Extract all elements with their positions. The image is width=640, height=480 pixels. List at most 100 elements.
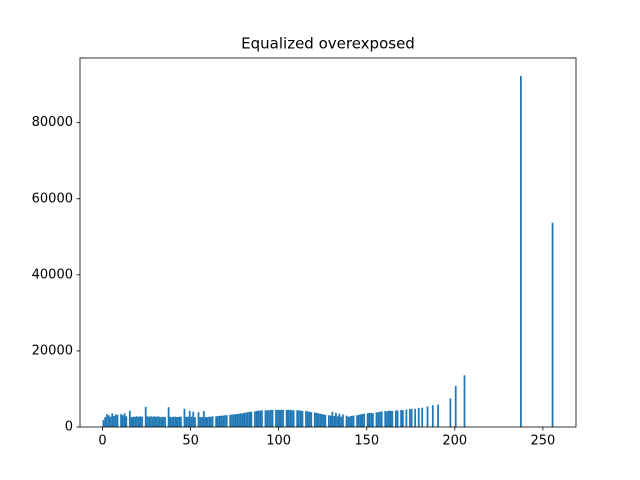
bar	[192, 411, 195, 427]
bar	[113, 415, 115, 427]
bar	[282, 409, 284, 427]
bar	[130, 417, 133, 427]
bar	[106, 414, 108, 427]
bar	[345, 415, 348, 427]
bar	[347, 416, 350, 427]
bar	[310, 412, 313, 427]
bar	[180, 416, 182, 427]
bar	[271, 409, 274, 427]
bar	[234, 414, 237, 427]
bar	[370, 412, 373, 427]
bar	[137, 416, 140, 427]
bar	[132, 416, 135, 427]
bar	[224, 415, 226, 427]
bar	[120, 414, 122, 427]
bar	[359, 414, 362, 427]
bar	[380, 411, 383, 427]
bar	[349, 416, 351, 427]
bar	[136, 416, 138, 427]
bar	[241, 413, 244, 427]
bar	[361, 414, 364, 427]
bar	[178, 416, 181, 427]
bar	[111, 413, 114, 427]
bar	[305, 411, 307, 427]
bar	[141, 416, 144, 427]
bar	[109, 416, 112, 427]
bar	[426, 406, 429, 427]
bar	[183, 408, 186, 427]
bar	[222, 415, 225, 427]
bar	[162, 416, 165, 427]
bar	[153, 416, 156, 427]
bar	[187, 416, 189, 427]
bar	[188, 411, 191, 427]
bar	[125, 416, 128, 427]
bar	[201, 417, 203, 427]
bar	[206, 417, 209, 427]
bar	[259, 410, 262, 427]
bar	[217, 415, 219, 427]
bar	[287, 409, 290, 427]
bar	[414, 408, 417, 427]
bar	[268, 410, 270, 427]
bar	[171, 417, 173, 427]
bar	[116, 414, 119, 427]
bar	[368, 412, 371, 427]
bar	[231, 414, 233, 427]
bar	[400, 409, 402, 427]
bar	[394, 410, 397, 427]
bar	[123, 413, 126, 427]
bar	[243, 412, 246, 427]
bar	[185, 416, 188, 427]
bar	[437, 404, 439, 427]
bar	[148, 416, 151, 427]
bar	[291, 410, 293, 427]
bar	[342, 414, 344, 427]
bar	[245, 412, 247, 427]
bar	[431, 405, 434, 427]
bar	[278, 409, 281, 427]
y-tick-label: 20000	[32, 343, 73, 358]
bar	[266, 410, 269, 427]
bar	[121, 415, 124, 427]
axes-frame	[79, 57, 577, 428]
bar	[157, 416, 159, 427]
bar	[255, 411, 258, 427]
bar	[220, 415, 223, 427]
bar	[151, 416, 154, 427]
bar	[269, 409, 272, 427]
bar	[319, 413, 321, 427]
bar	[204, 417, 207, 427]
y-tick-label: 60000	[32, 191, 73, 206]
bar	[246, 412, 249, 427]
bar	[190, 416, 193, 427]
bar	[107, 415, 110, 427]
bar	[372, 413, 374, 427]
bar	[551, 222, 554, 427]
bar	[519, 75, 522, 427]
bar	[134, 416, 137, 427]
bar	[357, 414, 360, 427]
bar	[261, 410, 263, 427]
bar	[391, 411, 394, 427]
bar	[225, 415, 228, 427]
bar	[285, 409, 288, 427]
bar	[264, 410, 267, 427]
x-tick-label: 250	[530, 434, 555, 449]
bar	[150, 416, 152, 427]
bar	[218, 415, 221, 427]
bar	[211, 416, 214, 427]
bar	[377, 412, 380, 427]
bar	[208, 416, 210, 427]
bar	[167, 407, 170, 427]
bar	[338, 413, 341, 427]
bar	[386, 411, 388, 427]
x-tick-label: 150	[354, 434, 379, 449]
x-tick-label: 200	[442, 434, 467, 449]
bar	[155, 416, 158, 427]
bar	[257, 410, 260, 427]
x-tick-label: 100	[266, 434, 291, 449]
bar	[276, 409, 279, 427]
bar	[317, 413, 320, 427]
